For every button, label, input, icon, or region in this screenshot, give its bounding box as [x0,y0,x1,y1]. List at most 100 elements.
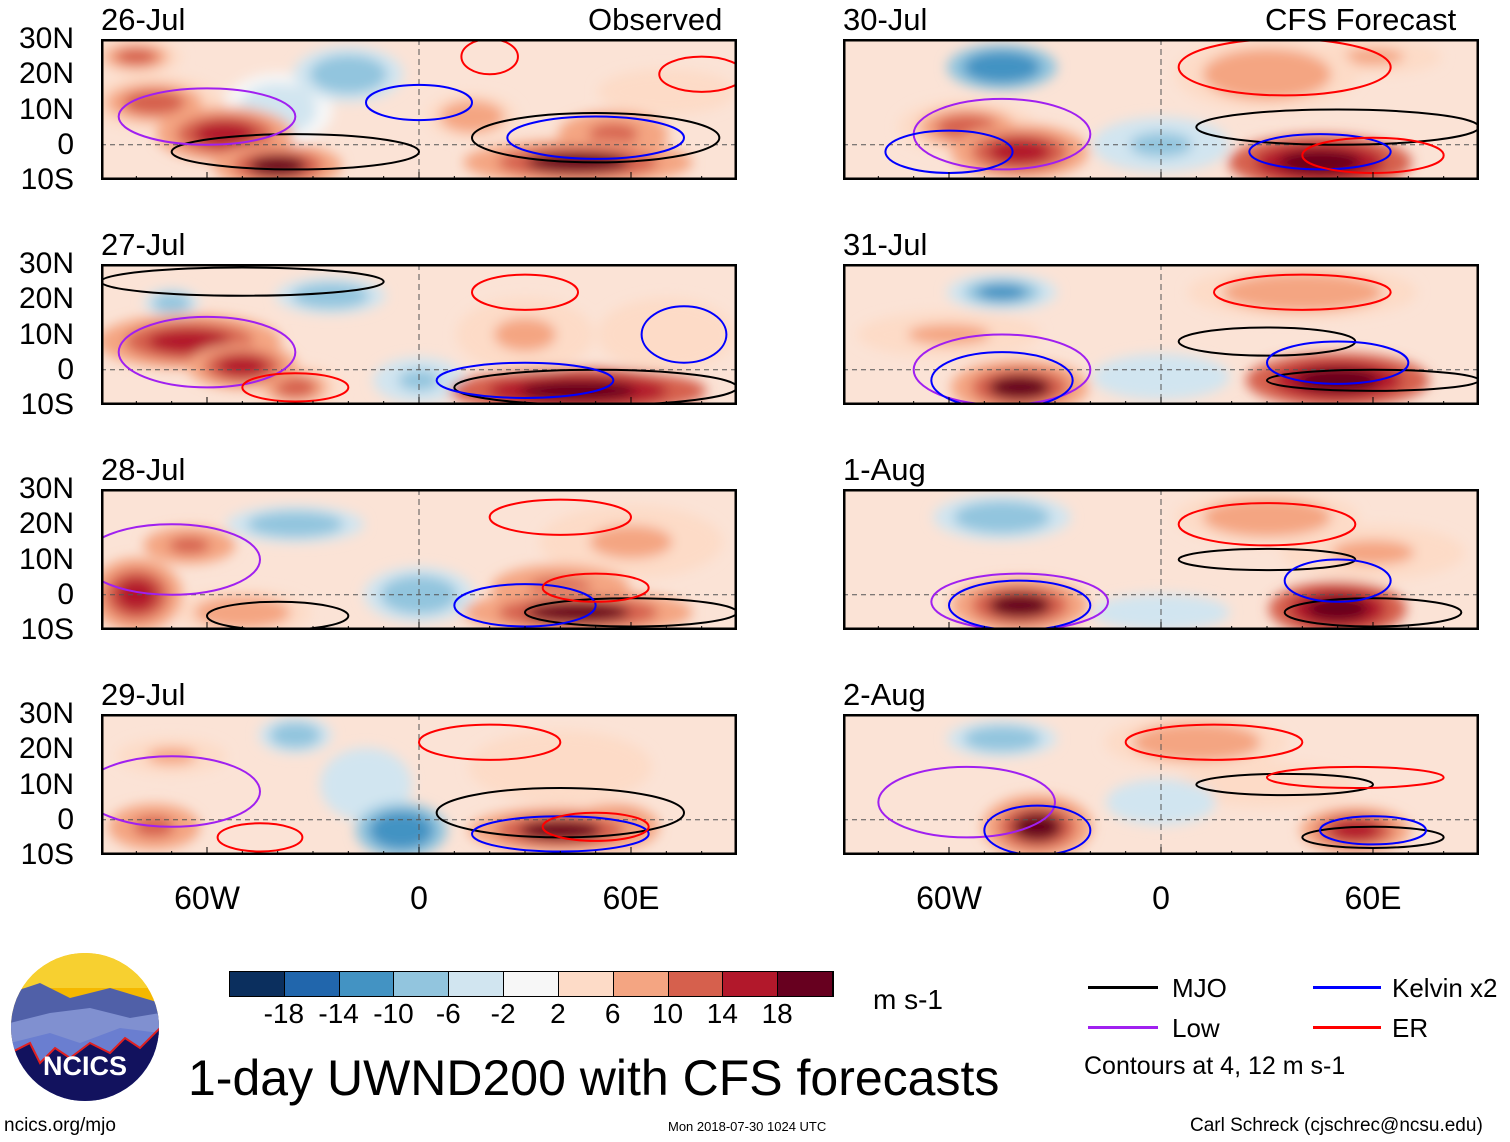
colorbar-swatch [668,972,724,996]
wind-anomaly-blob [635,318,698,351]
wind-anomaly-blob [1154,729,1238,755]
lat-label: 10N [18,542,74,576]
lon-label: 0 [1152,880,1170,916]
panel-date: 29-Jul [101,677,186,712]
er-contour [1177,39,1392,97]
er-contour [460,39,519,76]
wind-anomaly-blob [305,287,356,304]
colorbar-units: m s-1 [873,984,943,1015]
colorbar [229,971,834,997]
legend-note: Contours at 4, 12 m s-1 [1084,1052,1346,1080]
wind-anomaly-blob [278,726,312,744]
mjo-contour [1177,547,1357,572]
er-contour [241,372,350,403]
wind-anomaly-blob [520,380,636,402]
figure-title: 1-day UWND200 with CFS forecasts [188,1050,1000,1106]
map-panel [101,39,737,180]
footer-url[interactable]: ncics.org/mjo [4,1115,116,1136]
map-panel [101,714,737,855]
low-contour [930,572,1109,630]
lat-label: 10N [18,767,74,801]
colorbar-label: -14 [318,998,359,1029]
lat-label: 10S [20,163,74,196]
kelvin-contour [435,361,615,399]
colorbar-label: -10 [373,998,414,1029]
colorbar-swatch [613,972,669,996]
kelvin-contour [1283,558,1392,603]
wind-anomaly-blob [977,56,1027,78]
wind-anomaly-blob [988,592,1051,618]
ncics-logo: NCICS [11,953,159,1101]
observed-header: Observed [588,2,723,37]
lat-label: 10S [20,838,74,871]
mjo-contour [471,112,721,164]
legend-er-line [1313,1026,1381,1029]
mjo-contour [1266,368,1479,392]
lat-label: 0 [57,802,74,836]
forecast-header: CFS Forecast [1265,2,1457,37]
lat-label: 10S [20,613,74,646]
footer-author: Carl Schreck (cjschrec@ncsu.edu) [1190,1115,1483,1136]
colorbar-swatch [558,972,614,996]
mjo-contour [170,133,420,171]
map-panel [843,714,1479,855]
lat-label: 20N [18,732,74,766]
wind-anomaly-blob [380,817,423,843]
footer-timestamp: Mon 2018-07-30 1024 UTC [668,1119,827,1134]
er-contour [541,811,650,842]
colorbar-swatch [284,972,340,996]
map-panel [843,264,1479,405]
lat-label: 30N [18,472,74,505]
wind-anomaly-blob [248,155,307,177]
lat-label: 20N [18,507,74,541]
lon-label: 60E [1344,880,1402,916]
colorbar-label: 2 [550,998,566,1029]
er-contour [216,822,304,853]
wind-anomaly-blob [1225,57,1309,91]
lat-label: 30N [18,247,74,280]
legend-kelvin-line [1313,986,1381,989]
wind-anomaly-blob [193,121,256,147]
low-contour [912,333,1092,405]
wind-anomaly-blob [589,525,673,559]
legend-kelvin-label: Kelvin x2 [1392,973,1498,1003]
wind-anomaly-blob [988,139,1051,165]
lat-label: 30N [18,22,74,55]
wind-anomaly-blob [159,296,185,309]
lat-label: 10N [18,317,74,351]
wind-anomaly-blob [217,355,268,377]
wind-anomaly-blob [1296,367,1380,393]
panel-date: 27-Jul [101,227,186,262]
er-contour [1177,502,1357,547]
svg-text:NCICS: NCICS [43,1051,127,1081]
wind-anomaly-blob [345,768,387,801]
map-panel [101,264,737,405]
wind-anomaly-blob [211,602,274,623]
lon-label: 0 [410,880,428,916]
lat-label: 0 [57,577,74,611]
er-contour [1124,723,1304,761]
lat-label: 0 [57,352,74,386]
colorbar-label: 10 [651,998,684,1029]
wind-anomaly-blob [451,106,493,127]
colorbar-label: 14 [706,998,738,1029]
er-contour [418,723,562,761]
panel-date: 30-Jul [843,2,928,37]
wind-anomaly-blob [493,318,557,351]
legend-low-label: Low [1172,1013,1220,1043]
er-contour [1265,765,1445,790]
kelvin-contour [930,351,1074,405]
wind-anomaly-blob [1225,774,1309,795]
er-contour [658,55,737,93]
colorbar-swatch [230,972,285,996]
colorbar-swatch [778,972,833,996]
wind-anomaly-blob [1225,504,1309,530]
lat-label: 10N [18,92,74,126]
colorbar-swatch [394,972,450,996]
wind-anomaly-blob [635,81,698,103]
legend-mjo-label: MJO [1172,973,1227,1003]
colorbar-swatch [339,972,395,996]
wind-anomaly-blob [168,537,211,554]
wind-anomaly-blob [970,506,1034,528]
